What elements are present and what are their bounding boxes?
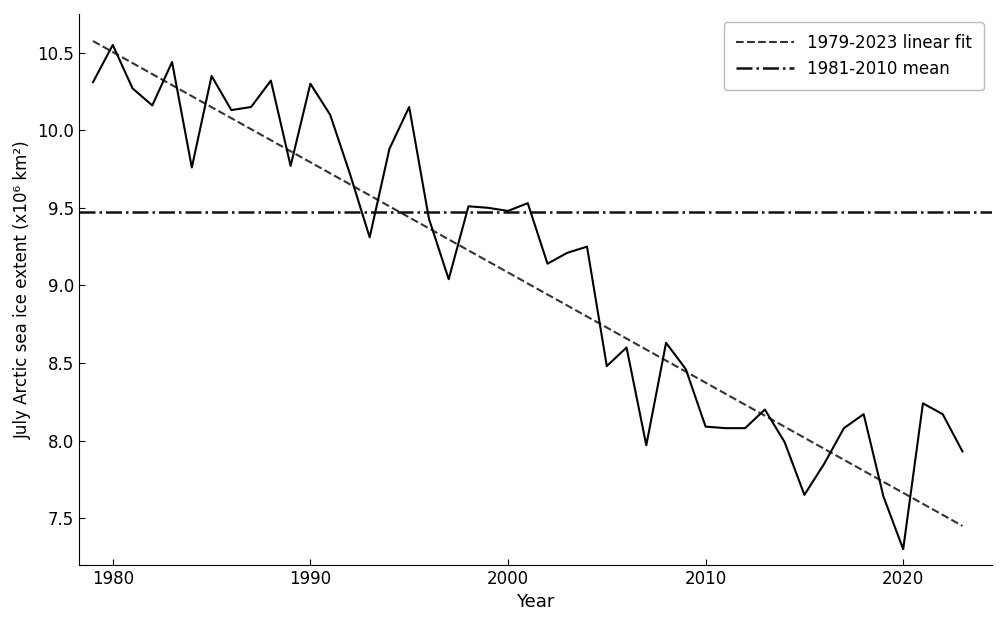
- X-axis label: Year: Year: [516, 593, 555, 611]
- Legend: 1979-2023 linear fit, 1981-2010 mean: 1979-2023 linear fit, 1981-2010 mean: [724, 22, 984, 90]
- Y-axis label: July Arctic sea ice extent (x10⁶ km²): July Arctic sea ice extent (x10⁶ km²): [14, 140, 32, 439]
